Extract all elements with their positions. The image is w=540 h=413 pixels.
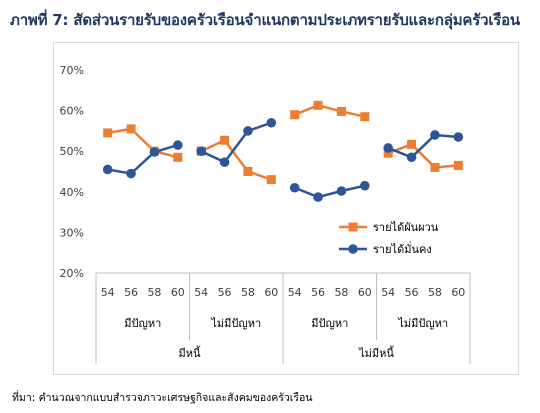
stable-income-line	[107, 143, 179, 175]
legend-label-volatile-income: รายได้ผันผวน	[373, 221, 439, 234]
y-tick-label: 50%	[60, 145, 84, 158]
stable-income-line	[387, 133, 459, 159]
subgroup-label: ไม่มีปัญหา	[210, 317, 261, 330]
legend-label-stable-income: รายได้มั่นคง	[373, 241, 432, 256]
volatile-income-point	[407, 139, 417, 149]
stable-income-point	[219, 157, 230, 167]
legend-marker-stable-income	[348, 244, 358, 254]
volatile-income-line	[107, 127, 179, 159]
stable-income-point	[360, 180, 370, 191]
stable-income-line	[200, 121, 272, 164]
volatile-income-point	[103, 128, 113, 138]
stable-income-point	[196, 146, 206, 156]
x-tick-label: 58	[241, 286, 255, 299]
x-tick-label: 60	[264, 286, 278, 299]
volatile-income-point	[360, 112, 370, 122]
stable-income-point	[173, 140, 183, 150]
x-tick-label: 54	[288, 286, 302, 299]
x-tick-label: 56	[124, 286, 138, 299]
volatile-income-point	[220, 135, 230, 145]
y-tick-label: 70%	[60, 64, 84, 77]
volatile-income-line	[294, 104, 366, 118]
stable-income-point	[102, 164, 113, 175]
x-tick-label: 54	[101, 286, 115, 299]
volatile-income-point	[430, 162, 440, 172]
group-label: มีหนี้	[178, 345, 201, 360]
stable-income-point	[430, 130, 440, 140]
stable-income-point	[243, 126, 253, 136]
subgroup-label: มีปัญหา	[311, 317, 348, 330]
chart-title: ภาพที่ 7: สัดส่วนรายรับของครัวเรือนจำแนก…	[10, 11, 520, 29]
source-note: ที่มา: คำนวณจากแบบสำรวจภาวะเศรษฐกิจและสั…	[12, 392, 313, 404]
subgroup-label: มีปัญหา	[124, 317, 161, 330]
stable-income-point	[453, 132, 464, 142]
volatile-income-point	[313, 100, 323, 110]
stable-income-point	[126, 168, 136, 179]
stable-income-point	[383, 143, 393, 153]
chart-frame	[53, 42, 519, 375]
volatile-income-line	[200, 138, 272, 181]
x-tick-label: 58	[428, 286, 442, 299]
stable-income-point	[313, 192, 323, 202]
x-tick-label: 58	[334, 286, 348, 299]
y-tick-label: 20%	[60, 267, 84, 280]
x-tick-label: 60	[171, 286, 185, 299]
volatile-income-point	[173, 152, 183, 162]
y-tick-label: 60%	[60, 105, 84, 118]
volatile-income-point	[126, 124, 136, 134]
volatile-income-point	[383, 148, 393, 158]
x-tick-label: 54	[194, 286, 208, 299]
group-label: ไม่มีหนี้	[358, 345, 394, 360]
stable-income-point	[266, 117, 277, 128]
x-tick-label: 58	[147, 286, 161, 299]
stable-income-line	[294, 184, 366, 199]
x-tick-label: 56	[218, 286, 232, 299]
legend-marker-volatile-income	[348, 222, 358, 232]
x-tick-label: 60	[451, 286, 465, 299]
x-tick-label: 56	[405, 286, 419, 299]
stable-income-point	[336, 186, 347, 196]
volatile-income-point	[243, 167, 253, 176]
stable-income-point	[289, 182, 300, 193]
stable-income-point	[406, 152, 417, 163]
x-tick-label: 56	[311, 286, 325, 299]
subgroup-label: ไม่มีปัญหา	[397, 317, 448, 330]
stable-income-point	[149, 147, 160, 157]
x-tick-label: 54	[381, 286, 395, 299]
volatile-income-point	[290, 110, 300, 120]
y-tick-label: 30%	[60, 226, 84, 239]
x-tick-label: 60	[358, 286, 372, 299]
volatile-income-point	[336, 106, 346, 116]
volatile-income-point	[266, 175, 276, 185]
volatile-income-line	[387, 143, 459, 169]
volatile-income-point	[453, 160, 463, 170]
y-tick-label: 40%	[60, 186, 84, 199]
